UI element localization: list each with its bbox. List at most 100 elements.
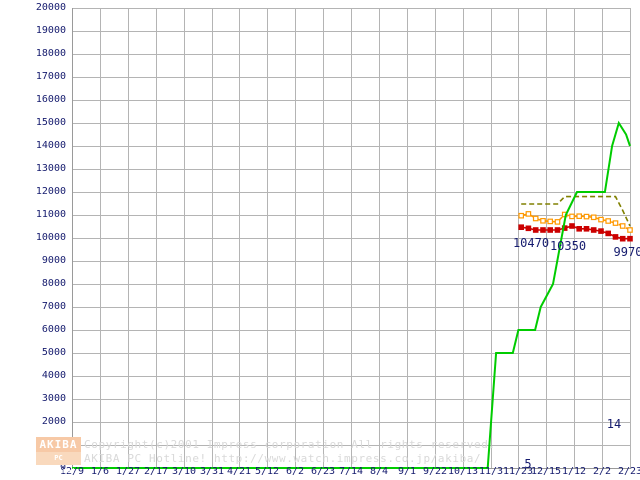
x-axis-tick-label: 1/6 — [90, 466, 110, 477]
series-marker-average-price — [547, 218, 554, 225]
y-axis-tick-label: 17000 — [35, 71, 66, 82]
y-axis-tick-label: 20000 — [35, 2, 66, 13]
x-axis-tick-label: 12/15 — [530, 466, 562, 477]
y-axis-line — [72, 8, 73, 469]
series-marker-min-price — [612, 234, 619, 240]
grid-line-vertical — [435, 8, 436, 468]
series-marker-min-price — [590, 227, 597, 233]
x-axis-tick-label: 11/3 — [478, 466, 504, 477]
series-marker-min-price — [598, 228, 604, 234]
y-axis-tick-label: 16000 — [35, 94, 66, 105]
grid-line-vertical — [407, 8, 408, 468]
shop-count-high-label: 14 — [606, 417, 622, 431]
series-marker-min-price — [583, 226, 590, 232]
grid-line-vertical — [295, 8, 296, 468]
y-axis-tick-label: 11000 — [35, 209, 66, 220]
x-axis-tick-label: 7/14 — [338, 466, 364, 477]
x-axis-tick-label: 12/9 — [59, 466, 85, 477]
x-axis-tick-label: 9/1 — [397, 466, 417, 477]
series-marker-average-price — [554, 219, 561, 225]
x-axis-tick-label: 8/4 — [369, 466, 389, 477]
y-axis-tick-label: 7000 — [41, 301, 66, 312]
grid-line-vertical — [574, 8, 575, 468]
grid-line-vertical — [239, 8, 240, 468]
y-axis-tick-label: 9000 — [41, 255, 66, 266]
series-marker-min-price — [518, 224, 525, 231]
x-axis-tick-label: 9/22 — [422, 466, 448, 477]
series-marker-average-price — [569, 213, 575, 220]
y-axis-tick-label: 8000 — [41, 278, 66, 289]
grid-line-vertical — [463, 8, 464, 468]
grid-line-vertical — [212, 8, 213, 468]
grid-line-vertical — [184, 8, 185, 468]
y-axis-tick-label: 10000 — [35, 232, 66, 243]
grid-line-vertical — [156, 8, 157, 468]
grid-line-vertical — [602, 8, 603, 468]
min-price-start-label: 10470 — [512, 236, 550, 250]
series-marker-min-price — [627, 235, 633, 242]
data-series-layer — [72, 120, 633, 469]
series-average-price — [518, 211, 633, 233]
grid-line-vertical — [379, 8, 380, 468]
plot-area — [72, 8, 633, 469]
y-axis-tick-label: 5000 — [41, 347, 66, 358]
series-line-min-price — [521, 225, 630, 240]
x-axis-tick-label: 3/31 — [199, 466, 225, 477]
y-axis-tick-label: 18000 — [35, 48, 66, 59]
x-axis-labels: 12/9 1/6 1/27 2/17 3/10 3/31 4/21 5/12 6/2 6/23 7/… — [0, 466, 640, 480]
x-axis-tick-label: 2/17 — [143, 466, 169, 477]
series-marker-min-price — [547, 227, 554, 233]
grid-line-vertical — [351, 8, 352, 468]
y-axis-tick-label: 14000 — [35, 140, 66, 151]
x-axis-tick-label: 2/23 — [617, 466, 640, 477]
y-axis-tick-label: 0 — [59, 462, 66, 473]
series-marker-average-price — [605, 218, 612, 224]
series-marker-average-price — [619, 223, 626, 229]
series-marker-average-price — [518, 212, 525, 219]
series-shop-count — [72, 120, 631, 469]
x-axis-tick-label: 1/27 — [115, 466, 141, 477]
min-price-mid-label: 10350 — [549, 239, 587, 253]
x-axis-tick-label: 6/23 — [310, 466, 336, 477]
series-line-average-price — [520, 212, 631, 231]
series-marker-min-price — [540, 227, 546, 233]
series-marker-min-price — [532, 227, 539, 233]
y-axis-tick-label: 13000 — [35, 163, 66, 174]
x-axis-tick-label: 4/21 — [226, 466, 252, 477]
x-axis-tick-label: 2/2 — [592, 466, 612, 477]
y-axis-tick-label: 2000 — [41, 416, 66, 427]
grid-line-vertical — [128, 8, 129, 468]
x-axis-tick-label: 6/2 — [285, 466, 305, 477]
grid-line-vertical — [267, 8, 268, 468]
y-axis-tick-label: 19000 — [35, 25, 66, 36]
x-axis-tick-label: 1/12 — [561, 466, 587, 477]
series-marker-min-price — [554, 227, 561, 233]
series-marker-average-price — [583, 213, 590, 220]
grid-line-vertical — [491, 8, 492, 468]
series-marker-min-price — [619, 235, 626, 242]
grid-line-vertical — [100, 8, 101, 468]
series-marker-min-price — [525, 225, 532, 232]
y-axis-tick-label: 1000 — [41, 439, 66, 450]
series-line-shop-count — [72, 120, 631, 469]
series-marker-average-price — [525, 211, 532, 217]
series-marker-min-price — [569, 223, 575, 229]
x-axis-tick-label: 3/10 — [171, 466, 197, 477]
x-axis-tick-label: 11/23 — [502, 466, 534, 477]
series-marker-min-price — [605, 230, 612, 237]
x-axis-tick-label: 5/12 — [254, 466, 280, 477]
shop-count-low-label: 5 — [524, 457, 532, 471]
x-axis-tick-label: 10/13 — [447, 466, 479, 477]
series-marker-average-price — [627, 227, 633, 233]
grid-line-vertical — [323, 8, 324, 468]
series-marker-average-price — [590, 214, 597, 221]
grid-line-vertical — [546, 8, 547, 468]
y-axis-tick-label: 6000 — [41, 324, 66, 335]
series-marker-average-price — [532, 215, 539, 222]
y-axis-tick-label: 12000 — [35, 186, 66, 197]
y-axis-tick-label: 4000 — [41, 370, 66, 381]
y-axis-tick-label: 3000 — [41, 393, 66, 404]
series-marker-min-price — [576, 226, 583, 232]
